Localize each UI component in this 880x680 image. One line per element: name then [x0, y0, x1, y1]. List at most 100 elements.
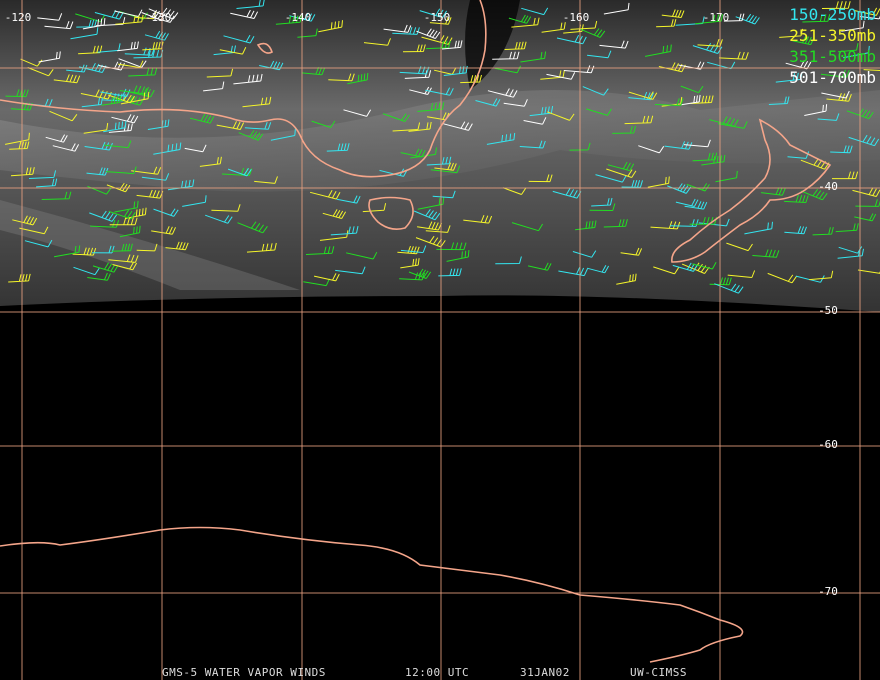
latitude-label: -70	[818, 585, 838, 598]
wind-barb	[587, 50, 612, 59]
footer-text: GMS-5 WATER VAPOR WINDS	[162, 666, 326, 679]
wind-barb	[141, 9, 166, 21]
wind-barb	[692, 261, 717, 270]
wind-barb	[410, 147, 437, 159]
wind-barb	[460, 74, 482, 84]
wind-barb	[415, 235, 446, 248]
wind-barb	[9, 141, 30, 150]
wind-barb	[87, 272, 111, 281]
wind-barb	[89, 210, 118, 222]
wind-barb	[681, 262, 710, 274]
wind-barb	[527, 262, 552, 271]
wind-barb	[297, 28, 318, 38]
wind-barb	[432, 190, 456, 199]
wind-barb	[425, 87, 454, 96]
wind-barb	[82, 18, 106, 30]
wind-barb	[638, 145, 665, 154]
wind-barb	[5, 132, 30, 145]
wind-barb	[206, 68, 234, 78]
wind-barb	[785, 60, 812, 70]
wind-barb	[41, 191, 72, 200]
wind-barb	[105, 166, 137, 175]
wind-barb	[502, 187, 527, 195]
wind-barb	[238, 130, 264, 141]
wind-barb	[752, 249, 780, 258]
footer-text: 12:00 UTC	[405, 666, 469, 679]
wind-barb	[433, 67, 457, 75]
longitude-label: -130	[145, 11, 172, 24]
wind-barb	[430, 165, 461, 174]
wind-barb	[345, 251, 378, 260]
wind-barb	[846, 108, 874, 120]
wind-barb	[205, 214, 233, 224]
wind-barb	[400, 148, 426, 158]
wind-barb	[417, 197, 445, 210]
wind-barb	[804, 104, 828, 116]
wind-barb	[540, 70, 565, 80]
wind-barb	[726, 242, 753, 252]
wind-barb	[236, 0, 265, 9]
wind-barb	[90, 219, 120, 228]
wind-barb	[681, 94, 701, 106]
wind-barb	[19, 226, 49, 235]
wind-barb	[124, 47, 155, 56]
wind-barb	[419, 8, 448, 19]
wind-barb	[426, 40, 451, 50]
wind-barb	[203, 81, 225, 92]
wind-barb	[784, 226, 807, 235]
coastline-island	[256, 42, 273, 54]
wind-barb	[413, 209, 441, 221]
wind-barb	[715, 170, 738, 183]
wind-barb	[38, 51, 61, 63]
wind-barb	[330, 225, 359, 236]
wind-barb	[436, 242, 467, 251]
wind-barb	[219, 46, 247, 55]
wind-barb	[599, 40, 629, 49]
wind-barb	[727, 270, 756, 278]
wind-barb	[528, 174, 553, 183]
wind-barb	[812, 226, 834, 236]
wind-barb	[92, 245, 115, 254]
wind-barb	[620, 247, 643, 256]
wind-barb	[199, 156, 222, 167]
wind-barb	[486, 132, 516, 145]
wind-barb	[147, 119, 170, 130]
wind-barb	[400, 258, 420, 269]
wind-barb	[800, 158, 830, 170]
wind-barb	[575, 220, 597, 231]
wind-barb	[443, 65, 468, 76]
wind-barb	[529, 106, 554, 117]
wind-barb	[582, 86, 609, 96]
wind-barb	[717, 121, 748, 129]
wind-barb	[817, 113, 840, 121]
wind-barb	[24, 239, 53, 248]
wind-barb	[647, 176, 670, 188]
wind-barb	[343, 109, 372, 117]
wind-barb	[383, 24, 412, 33]
wind-barb	[111, 243, 133, 252]
wind-barb	[821, 90, 850, 99]
wind-barb	[508, 14, 532, 24]
wind-barb	[125, 207, 147, 219]
wind-barb	[669, 219, 699, 227]
wind-barb	[128, 67, 158, 77]
wind-barb	[83, 122, 109, 134]
wind-barb	[511, 17, 540, 28]
wind-barb	[446, 250, 470, 262]
wind-barb	[94, 10, 124, 20]
wind-barb	[153, 208, 179, 217]
wind-barb	[744, 221, 773, 235]
wind-barb	[37, 13, 63, 21]
longitude-label: -160	[563, 11, 590, 24]
wind-barb	[667, 183, 692, 194]
wind-barb	[503, 99, 528, 107]
legend-entry: 351-500mb	[789, 47, 876, 66]
wind-barb	[78, 45, 103, 55]
footer-text: UW-CIMSS	[630, 666, 687, 679]
wind-barb	[628, 91, 658, 100]
wind-barb	[92, 262, 119, 273]
wind-barb	[672, 262, 698, 272]
wind-barb	[119, 225, 141, 238]
wind-barb	[854, 7, 880, 16]
